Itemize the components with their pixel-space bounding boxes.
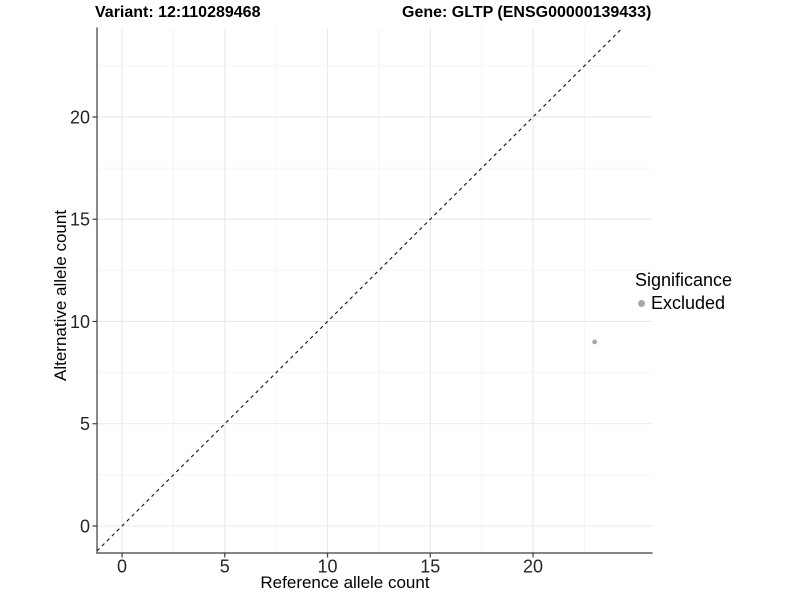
- y-tick-label: 5: [80, 414, 90, 434]
- y-tick-label: 15: [70, 210, 90, 230]
- legend: Significance Excluded: [635, 269, 732, 314]
- legend-point-icon: [638, 299, 645, 307]
- x-tick-labels: 0 5 10 15 20: [117, 557, 543, 577]
- y-tick-label: 0: [80, 517, 90, 537]
- y-tick-label: 20: [70, 107, 90, 127]
- legend-item-excluded: Excluded: [635, 292, 732, 314]
- variant-title: Variant: 12:110289468: [95, 4, 261, 21]
- x-tick-label: 10: [318, 557, 338, 577]
- tick-marks: [92, 116, 534, 558]
- identity-line: [97, 28, 623, 552]
- y-axis-title: Alternative allele count: [51, 209, 70, 381]
- x-axis-title: Reference allele count: [260, 573, 430, 592]
- x-tick-label: 5: [220, 557, 230, 577]
- legend-title: Significance: [635, 270, 733, 290]
- legend-item-label: Excluded: [651, 293, 726, 313]
- axis-lines: [96, 27, 653, 554]
- gene-title: Gene: GLTP (ENSG00000139433): [402, 4, 652, 21]
- x-tick-label: 15: [420, 557, 440, 577]
- grid-major: [97, 28, 652, 553]
- x-tick-label: 20: [523, 557, 543, 577]
- y-tick-labels: 0 5 10 15 20: [70, 107, 90, 536]
- grid-minor: [97, 28, 652, 553]
- y-tick-label: 10: [70, 312, 90, 332]
- x-tick-label: 0: [117, 557, 127, 577]
- data-point: [592, 339, 598, 345]
